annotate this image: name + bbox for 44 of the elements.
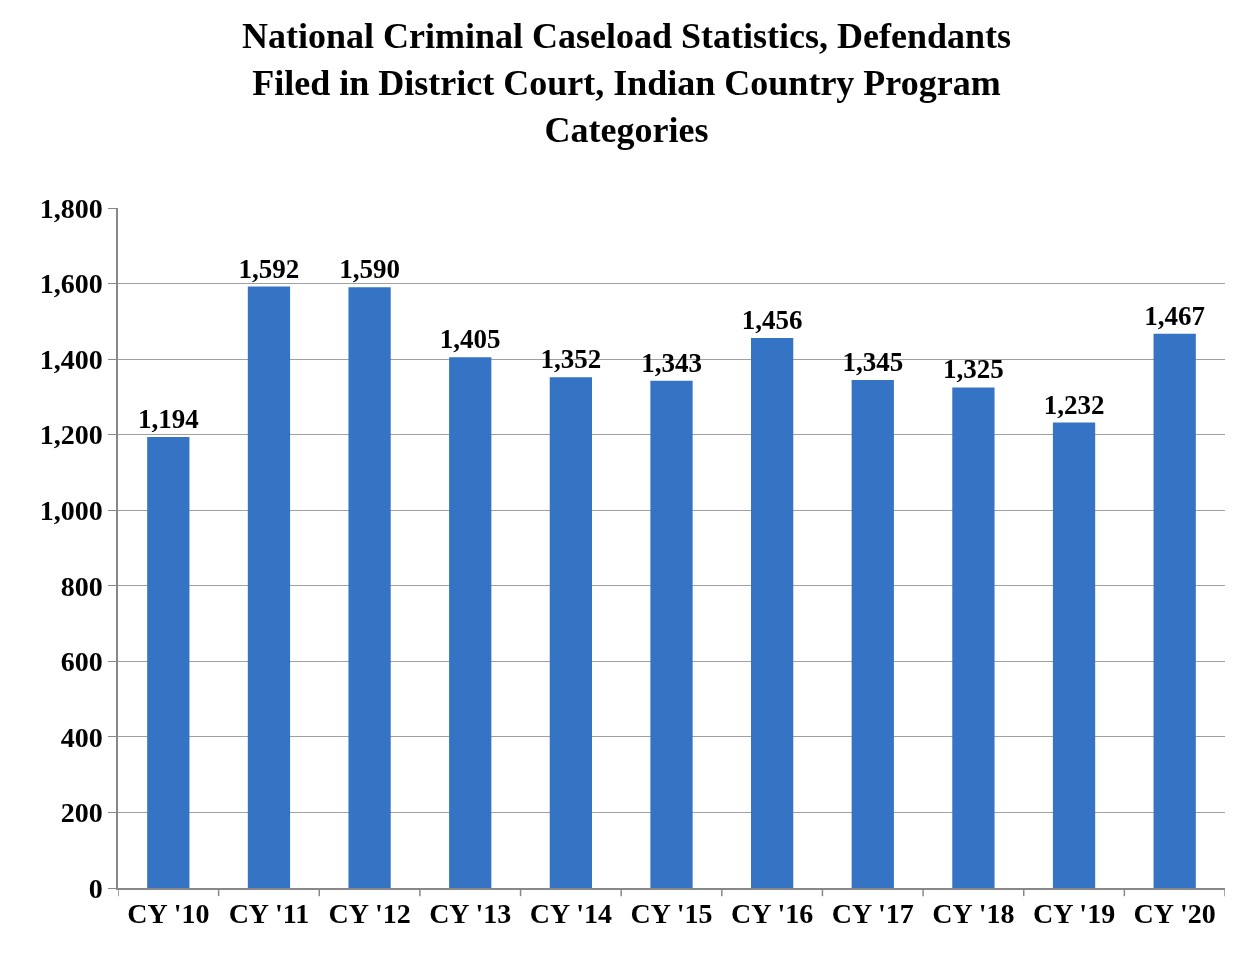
bar — [751, 337, 794, 888]
bar — [147, 436, 190, 888]
y-tick-label: 600 — [60, 646, 103, 678]
data-label: 1,467 — [1144, 300, 1206, 331]
bar — [449, 357, 492, 888]
chart-title: National Criminal Caseload Statistics, Defendants Filed in District Court, Indian Country Program Categories — [241, 15, 1012, 150]
bar — [1052, 422, 1096, 888]
data-label: 1,345 — [842, 346, 904, 377]
bar — [1153, 333, 1196, 888]
x-tick-label: CY '17 — [831, 898, 914, 930]
bar — [247, 286, 291, 888]
x-tick-label: CY '13 — [429, 898, 512, 930]
x-tick-label: CY '11 — [228, 898, 310, 930]
x-tick-label: CY '15 — [630, 898, 713, 930]
bar — [650, 380, 693, 888]
y-tick-label: 200 — [60, 797, 103, 829]
data-label: 1,592 — [238, 253, 300, 284]
y-tick-label: 400 — [60, 721, 103, 753]
data-label: 1,352 — [540, 344, 602, 375]
data-label: 1,456 — [741, 304, 803, 335]
data-label: 1,194 — [137, 403, 199, 434]
y-tick-label: 800 — [60, 570, 103, 602]
bar — [851, 379, 894, 888]
y-tick-label: 0 — [88, 872, 103, 904]
data-label: 1,343 — [641, 347, 702, 378]
data-label: 1,590 — [339, 254, 400, 285]
data-label: 1,405 — [439, 324, 501, 355]
x-tick-label: CY '16 — [731, 898, 814, 930]
bar — [952, 387, 995, 888]
x-tick-label: CY '20 — [1133, 898, 1216, 930]
x-tick-label: CY '19 — [1032, 898, 1116, 930]
data-label: 1,325 — [943, 354, 1004, 385]
x-tick-label: CY '14 — [529, 898, 612, 930]
bar — [348, 287, 391, 888]
bar — [549, 377, 592, 888]
x-tick-label: CY '10 — [127, 898, 210, 930]
x-tick-label: CY '12 — [328, 898, 411, 930]
y-tick-label: 1,800 — [39, 192, 103, 224]
x-tick-label: CY '18 — [932, 898, 1015, 930]
y-tick-label: 1,400 — [39, 343, 103, 375]
y-tick-label: 1,200 — [39, 419, 103, 451]
y-tick-label: 1,000 — [39, 495, 103, 527]
y-tick-label: 1,600 — [39, 268, 103, 300]
data-label: 1,232 — [1043, 389, 1105, 420]
